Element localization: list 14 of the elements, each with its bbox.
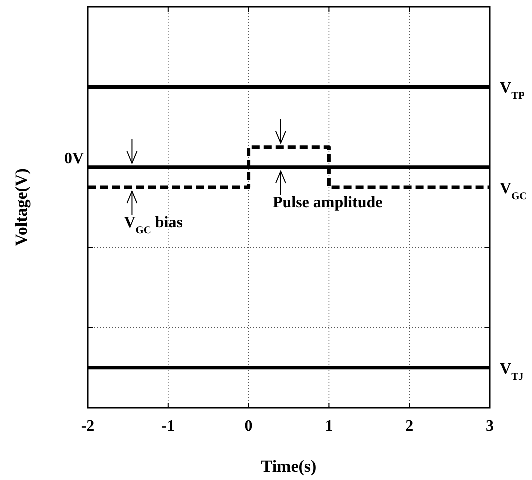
- annotation: Pulse amplitude: [272, 194, 383, 212]
- series-label: V$_{TJ}$: [500, 360, 524, 382]
- series-label: V$_{GC}$: [500, 180, 528, 202]
- x-tick-label: 1: [325, 418, 334, 435]
- ref-line-label: 0V: [64, 150, 84, 168]
- x-tick-label: 0: [244, 418, 253, 435]
- annotation: V$_{GC}$ bias: [124, 214, 183, 236]
- x-tick-label: 3: [486, 418, 494, 435]
- x-tick-label: 2: [406, 418, 414, 435]
- x-axis-title: Time(s): [261, 457, 317, 476]
- y-axis-title: Voltage(V): [12, 168, 31, 246]
- x-tick-label: -1: [162, 418, 176, 435]
- x-tick-label: -2: [81, 418, 95, 435]
- series-label: V$_{TP}$: [500, 80, 526, 102]
